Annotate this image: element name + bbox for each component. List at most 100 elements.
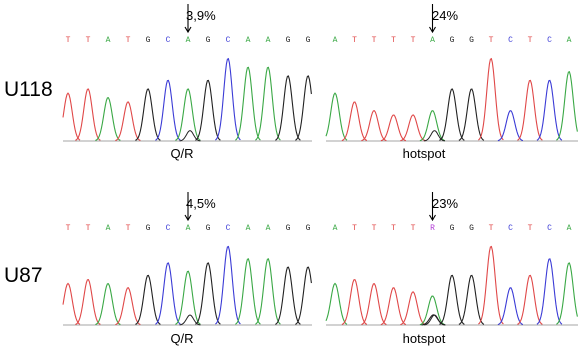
base-call-letter: A	[186, 224, 191, 233]
base-call-letter: A	[567, 224, 572, 233]
base-call-letter: T	[66, 36, 71, 45]
base-call-letter: C	[166, 36, 171, 45]
trace-peak	[95, 283, 121, 326]
trace-peak	[295, 266, 312, 325]
base-call-letter: G	[286, 36, 291, 45]
minor-allele-peak	[423, 130, 446, 142]
mutation-percent-u87-qr: 4,5%	[186, 196, 216, 211]
trace-peak	[400, 114, 426, 142]
trace-peak	[380, 287, 407, 326]
trace-peak	[517, 274, 543, 325]
panel-caption-u118-qr: Q/R	[170, 146, 193, 161]
base-call-letter: A	[246, 224, 251, 233]
base-call-letter: G	[450, 224, 455, 233]
base-call-letter: G	[469, 224, 474, 233]
base-call-letter: A	[246, 36, 251, 45]
base-call-letter: T	[126, 224, 131, 233]
trace-peak	[275, 266, 301, 325]
trace-peak	[62, 282, 81, 325]
base-call-letter: T	[352, 224, 357, 233]
trace-peak	[75, 278, 101, 325]
base-call-letter: T	[372, 36, 377, 45]
base-call-letter: G	[146, 224, 151, 233]
mutation-arrow-head	[184, 214, 192, 222]
minor-allele-peak	[423, 314, 446, 326]
trace-peak	[175, 270, 201, 325]
trace-peak	[115, 101, 141, 142]
trace-peak	[536, 79, 563, 141]
base-call-letter: A	[186, 36, 191, 45]
base-call-letter: C	[547, 36, 552, 45]
trace-peak	[341, 101, 368, 142]
trace-peak	[295, 75, 312, 141]
trace-peak	[361, 283, 387, 326]
base-call-letter: A	[430, 36, 435, 45]
trace-peak	[361, 110, 387, 142]
base-call-letter: T	[489, 36, 494, 45]
base-call-letter: C	[226, 224, 231, 233]
base-call-letter: T	[391, 36, 396, 45]
base-call-letter: G	[306, 224, 311, 233]
trace-peak	[478, 57, 504, 141]
trace-peak	[400, 291, 426, 326]
trace-peak	[135, 88, 161, 141]
trace-peak	[75, 88, 101, 141]
trace-peak	[458, 88, 485, 141]
base-call-letter: T	[489, 224, 494, 233]
base-call-letter: C	[547, 224, 552, 233]
trace-peak	[215, 57, 241, 141]
trace-peak	[62, 92, 81, 141]
mutation-percent-u118-hotspot: 24%	[432, 8, 458, 23]
trace-peak	[235, 258, 261, 325]
base-call-letter: G	[206, 36, 211, 45]
trace-peak	[341, 278, 368, 325]
mutation-arrow-head	[429, 26, 436, 34]
trace-peak	[215, 245, 241, 325]
base-call-letter: T	[391, 224, 396, 233]
trace-peak	[419, 295, 446, 326]
row-label-u87: U87	[4, 264, 43, 287]
base-call-letter: T	[411, 224, 416, 233]
base-call-letter: G	[469, 36, 474, 45]
base-call-letter: T	[86, 36, 91, 45]
trace-peak	[255, 258, 281, 325]
trace-peak	[458, 274, 485, 325]
base-call-letter: A	[266, 36, 271, 45]
base-call-letter: A	[333, 224, 338, 233]
base-call-letter: T	[86, 224, 91, 233]
trace-peak	[439, 88, 465, 141]
base-call-letter: R	[430, 224, 435, 233]
trace-peak	[536, 258, 563, 325]
row-label-u118: U118	[4, 78, 53, 101]
base-call-letter: G	[206, 224, 211, 233]
trace-peak	[235, 66, 261, 141]
mutation-arrow-head	[429, 214, 436, 222]
base-call-letter: A	[106, 224, 111, 233]
base-call-letter: G	[146, 36, 151, 45]
trace-peak	[478, 245, 504, 325]
base-call-letter: A	[567, 36, 572, 45]
trace-peak	[115, 287, 141, 326]
base-call-letter: T	[411, 36, 416, 45]
trace-peak	[439, 274, 465, 325]
trace-peak	[95, 97, 121, 141]
trace-peak	[255, 66, 281, 141]
mutation-percent-u118-qr: 3,9%	[186, 8, 216, 23]
trace-peak	[155, 79, 181, 141]
trace-peak	[380, 114, 407, 142]
trace-peak	[556, 70, 578, 141]
base-call-letter: T	[372, 224, 377, 233]
base-call-letter: G	[306, 36, 311, 45]
trace-peak	[517, 79, 543, 141]
base-call-letter: T	[528, 36, 533, 45]
trace-peak	[275, 75, 301, 141]
panel-caption-u87-hotspot: hotspot	[403, 331, 446, 346]
base-call-letter: T	[528, 224, 533, 233]
trace-peak	[325, 92, 348, 141]
trace-peak	[497, 110, 524, 142]
panel-caption-u87-qr: Q/R	[170, 331, 193, 346]
trace-peak	[155, 262, 181, 325]
